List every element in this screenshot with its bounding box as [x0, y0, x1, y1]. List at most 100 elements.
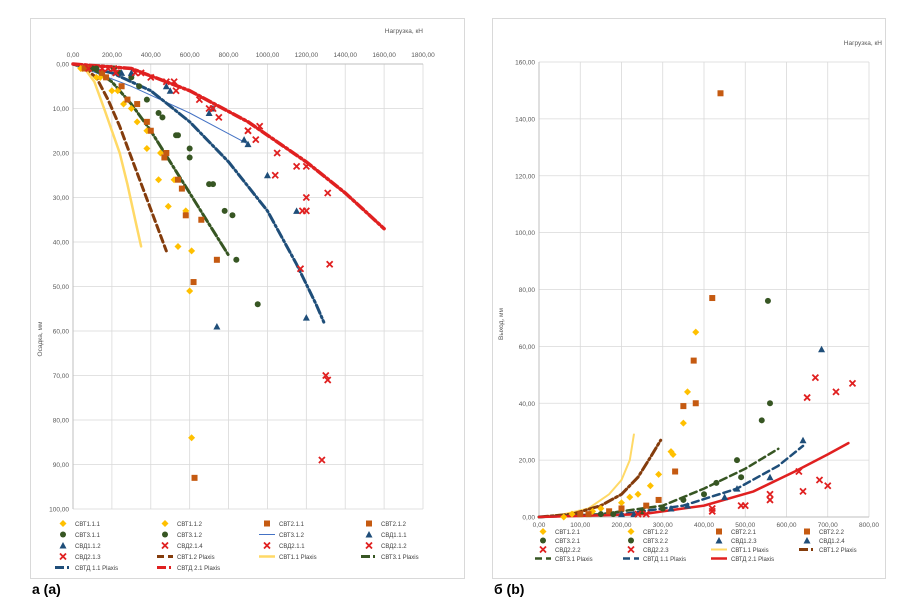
legend-label: СВТ3.1 Plaxis: [381, 555, 419, 561]
x-tick-label: 1800,00: [411, 52, 435, 59]
data-point: [292, 162, 301, 170]
legend-label: СВТД 2.1 Plaxis: [177, 566, 220, 572]
legend-swatch: [539, 528, 547, 535]
data-point: [143, 96, 150, 103]
x-tick-label: 300,00: [653, 522, 673, 529]
data-point: [131, 69, 139, 77]
data-point: [124, 96, 131, 103]
data-point: [597, 511, 604, 518]
series-line: [537, 438, 663, 519]
legend-swatch: [628, 537, 634, 544]
data-point: [188, 247, 196, 255]
legend-label: СВД1.2.4: [819, 539, 845, 545]
data-point: [824, 482, 832, 490]
legend-swatch: [161, 541, 169, 550]
data-point: [708, 507, 716, 515]
data-point: [568, 510, 576, 518]
series-line: [537, 441, 850, 519]
legend-label: СВД2.1.1: [279, 544, 305, 550]
legend-swatch: [263, 541, 271, 550]
x-tick-label: 400,00: [694, 522, 714, 529]
data-point: [182, 212, 189, 219]
legend-label: СВД2.1.4: [177, 544, 203, 550]
legend-swatch: [161, 520, 169, 527]
data-point: [803, 393, 811, 402]
legend-label: СВТД 2.1 Plaxis: [731, 557, 774, 563]
legend-swatch: [366, 520, 372, 527]
y-tick-label: 20,00: [53, 151, 70, 158]
data-point: [298, 207, 307, 215]
data-point: [159, 114, 166, 121]
data-point: [811, 374, 820, 382]
legend-swatch: [627, 545, 635, 554]
data-point: [634, 510, 642, 518]
legend-swatch: [804, 528, 810, 535]
data-point: [190, 279, 197, 286]
legend-swatch: [59, 520, 67, 527]
data-point: [172, 87, 180, 95]
data-point: [680, 403, 687, 410]
data-point: [577, 511, 584, 518]
series-line: [71, 62, 326, 324]
legend-label: СВТ3.1.2: [279, 533, 305, 539]
x-tick-label: 600,00: [777, 522, 797, 529]
data-point: [112, 69, 120, 77]
data-point: [254, 301, 261, 308]
data-point: [738, 474, 745, 481]
data-point: [667, 448, 675, 456]
data-point: [252, 136, 260, 144]
data-point: [684, 388, 691, 396]
data-point: [721, 493, 729, 501]
data-point: [143, 145, 151, 153]
data-point: [186, 287, 194, 295]
data-point: [163, 150, 170, 156]
data-point: [162, 82, 170, 90]
data-point: [147, 127, 154, 134]
data-point: [240, 136, 248, 143]
data-point: [606, 508, 613, 515]
y-tick-label: 50,00: [53, 284, 70, 291]
chart-b-panel: 0,00 100,00 200,00 300,00 400,00 500,00 600,00…: [492, 18, 886, 579]
data-point: [99, 69, 106, 76]
data-point: [98, 64, 106, 73]
data-point: [734, 457, 740, 464]
legend-swatch: [162, 531, 168, 538]
data-point: [244, 140, 252, 148]
data-point: [318, 456, 326, 464]
data-point: [108, 87, 116, 95]
data-point: [799, 487, 807, 496]
data-point: [118, 69, 126, 76]
legend-swatch: [627, 528, 635, 535]
data-point: [302, 162, 310, 170]
data-point: [733, 485, 741, 492]
legend-label: СВТ1.2 Plaxis: [177, 555, 215, 561]
legend-label: СВД2.1.2: [381, 544, 407, 550]
legend-swatch: [803, 537, 811, 544]
data-point: [692, 400, 699, 407]
data-point: [162, 78, 170, 86]
legend-label: СВТД 1.1 Plaxis: [75, 566, 118, 572]
data-point: [133, 118, 141, 126]
data-point: [155, 109, 162, 116]
data-point: [832, 388, 840, 396]
series-line: [71, 62, 168, 253]
legend-swatch: [59, 542, 67, 549]
legend-swatch: [60, 531, 66, 538]
legend-swatch: [365, 531, 373, 538]
legend-swatch: [539, 545, 547, 554]
y-tick-label: 120,00: [515, 173, 535, 180]
x-tick-label: 400,00: [141, 52, 161, 59]
data-point: [684, 502, 691, 509]
y-tick-label: 40,00: [519, 401, 536, 408]
data-point: [302, 314, 310, 321]
data-point: [175, 176, 181, 183]
x-tick-label: 1200,00: [295, 52, 319, 59]
x-tick-label: 0,00: [533, 522, 546, 529]
y-axis-title: Осадка, мм: [37, 321, 44, 356]
data-point: [848, 379, 857, 387]
data-point: [646, 482, 654, 490]
y-tick-label: 40,00: [53, 240, 70, 247]
x-tick-label: 800,00: [859, 522, 879, 529]
data-point: [758, 417, 765, 424]
data-point: [766, 490, 774, 498]
